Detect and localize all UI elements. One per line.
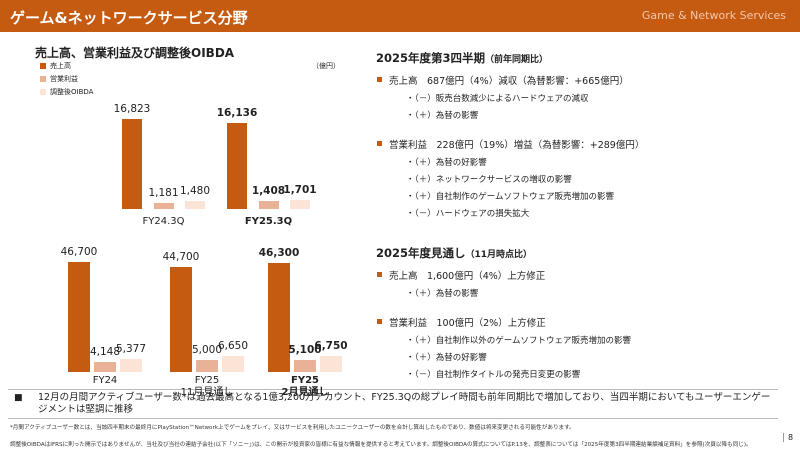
legend-label: 調整後OIBDA — [50, 88, 94, 96]
bar — [122, 119, 142, 209]
value-label: 5,100 — [288, 343, 322, 356]
bar — [227, 122, 247, 209]
section: 2025年度見通し（11月時点比） 売上高 1,600億円（4%）上方修正・（＋）… — [376, 245, 786, 380]
legend-label: 営業利益 — [50, 75, 78, 83]
section-title-text: 2025年度第3四半期 — [376, 51, 486, 65]
legend-swatch — [40, 76, 46, 82]
bullet-item: 売上高 1,600億円（4%）上方修正 — [376, 268, 786, 282]
sub-item: ・（＋）為替の好影響 — [406, 158, 487, 168]
bar — [294, 359, 316, 372]
bar — [258, 201, 279, 209]
value-label: 1,480 — [179, 185, 211, 198]
chart-title: 売上高、営業利益及び調整後OIBDA — [35, 46, 235, 60]
footnote: 調整後OIBDAはIFRSに則った開示ではありませんが、当社及び当社の連結子会社… — [10, 442, 752, 448]
bar — [320, 356, 342, 372]
bar — [120, 359, 142, 372]
x-tick-label: FY25.3Q — [244, 216, 293, 227]
section-title: 2025年度見通し（11月時点比） — [376, 245, 786, 261]
value-label: 46,700 — [60, 246, 98, 258]
sub-item: ・（－）自社制作タイトルの発売日変更の影響 — [406, 370, 581, 380]
highlight-text: 12月の月間アクティブユーザー数*は過去最高となる1億3,200万アカウント、F… — [38, 392, 771, 415]
bar — [222, 356, 244, 372]
section: 2025年度第3四半期（前年同期比） 売上高 687億円（4%）減収（為替影響：+… — [376, 50, 786, 219]
page-number: 8 — [783, 433, 793, 442]
legend-swatch — [40, 63, 46, 69]
value-label: 4,148 — [89, 346, 121, 359]
bullet-item: 営業利益 100億円（2%）上方修正 — [376, 315, 786, 329]
bar — [170, 266, 192, 372]
commentary: 2025年度第3四半期（前年同期比） 売上高 687億円（4%）減収（為替影響：+… — [376, 50, 786, 406]
value-label: 5,377 — [115, 343, 147, 356]
x-tick-label: FY24 — [92, 375, 118, 386]
header-subtitle: Game & Network Services — [641, 9, 786, 22]
sub-item: ・（＋）自社制作以外のゲームソフトウェア販売増加の影響 — [406, 336, 631, 346]
bar — [185, 201, 205, 209]
legend-label: 売上高 — [50, 62, 71, 70]
bullet-item: 売上高 687億円（4%）減収（為替影響：+665億円） — [376, 73, 786, 87]
legend-swatch — [40, 89, 46, 95]
x-tick-label: FY24.3Q — [142, 216, 185, 227]
value-label: 1,701 — [283, 183, 317, 196]
section-title: 2025年度第3四半期（前年同期比） — [376, 50, 786, 66]
bar — [68, 262, 90, 372]
sub-item: ・（－）ハードウェアの損失拡大 — [406, 209, 530, 219]
value-label: 46,300 — [258, 246, 300, 259]
section-note: （前年同期比） — [485, 55, 549, 65]
header-bar: ゲーム&ネットワークサービス分野 Game & Network Services — [0, 0, 800, 32]
footnote: *月間アクティブユーザー数とは、当該四半期末の最終月にPlayStation™N… — [10, 425, 575, 431]
bar — [153, 202, 174, 209]
value-label: 6,650 — [217, 340, 249, 353]
bullet: ■ — [14, 393, 23, 403]
sub-item: ・（＋）為替の影響 — [406, 289, 479, 299]
bar — [268, 262, 290, 372]
header-title: ゲーム&ネットワークサービス分野 — [10, 9, 248, 27]
value-label: 5,000 — [191, 344, 223, 357]
x-tick-label: FY25 2月見通し — [281, 375, 329, 398]
sub-item: ・（＋）自社制作のゲームソフトウェア販売増加の影響 — [406, 192, 614, 202]
value-label: 1,408 — [251, 185, 286, 198]
unit-label: （億円） — [312, 62, 340, 70]
bar — [290, 199, 310, 209]
value-label: 1,181 — [148, 186, 179, 199]
sub-item: ・（＋）ネットワークサービスの増収の影響 — [406, 175, 572, 185]
bar — [94, 362, 116, 372]
highlight-box: ■ 12月の月間アクティブユーザー数*は過去最高となる1億3,200万アカウント… — [8, 389, 778, 419]
sub-item: ・（＋）為替の影響 — [406, 111, 479, 121]
value-label: 16,823 — [113, 103, 151, 115]
value-label: 6,750 — [314, 340, 348, 353]
section-title-text: 2025年度見通し — [376, 246, 466, 260]
sub-item: ・（－）販売台数減少によるハードウェアの減収 — [406, 94, 589, 104]
sub-item: ・（＋）為替の好影響 — [406, 353, 487, 363]
value-label: 16,136 — [216, 106, 258, 119]
bar — [196, 360, 218, 372]
value-label: 44,700 — [162, 250, 200, 263]
section-note: （11月時点比） — [465, 250, 533, 260]
bullet-item: 営業利益 228億円（19%）増益（為替影響：+289億円） — [376, 137, 786, 151]
x-tick-label: FY25 11月見通し — [180, 375, 234, 398]
